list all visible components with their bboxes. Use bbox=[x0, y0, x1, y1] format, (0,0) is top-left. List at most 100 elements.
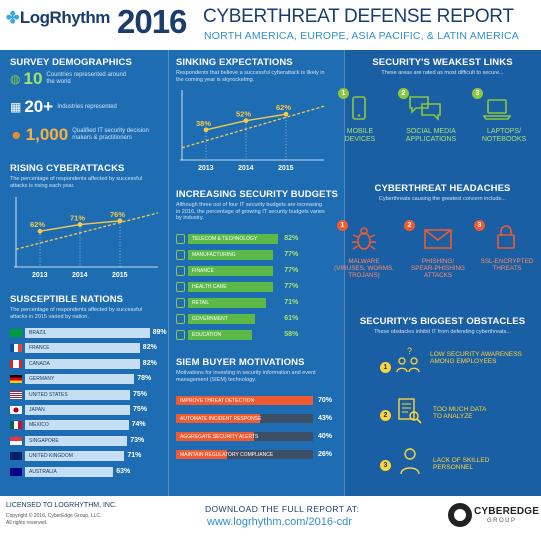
nation-value: 71% bbox=[127, 452, 142, 460]
nation-bar bbox=[25, 466, 114, 477]
data-label: 62% bbox=[276, 103, 291, 112]
siem-row: AUTOMATE INCIDENT RESPONSE 43% bbox=[176, 414, 336, 423]
nation-row: JAPAN 75% bbox=[10, 405, 160, 415]
license-text: LICENSED TO LOGRHYTHM, INC. bbox=[6, 502, 117, 509]
siem-row: IMPROVE THREAT DETECTION 70% bbox=[176, 396, 336, 405]
weakest-desc: These areas are rated as most difficult … bbox=[381, 70, 504, 76]
survey-item: ▦ 20+ Industries represented bbox=[10, 97, 147, 117]
budget-value: 71% bbox=[284, 299, 299, 306]
nation-value: 63% bbox=[116, 467, 131, 475]
nation-label: CANADA bbox=[29, 360, 50, 367]
report-url-link[interactable]: www.logrhythm.com/2016-cdr bbox=[207, 516, 352, 528]
budget-row: TELECOM & TECHNOLOGY 82% bbox=[176, 234, 316, 244]
flag-icon bbox=[10, 329, 22, 337]
budget-bar bbox=[188, 314, 256, 324]
budget-row: GOVERNMENT 61% bbox=[176, 314, 316, 324]
siem-bar bbox=[176, 396, 313, 405]
tick-label: 2015 bbox=[278, 165, 294, 172]
obstacle-badge-2: 2 bbox=[380, 410, 391, 421]
bug-icon bbox=[352, 227, 376, 250]
siem-bar bbox=[176, 450, 227, 459]
budget-label: FINANCE bbox=[192, 268, 214, 274]
weakest-badge-2: 2 bbox=[398, 88, 409, 99]
headache-badge-1: 1 bbox=[337, 220, 348, 231]
nation-bar bbox=[25, 451, 125, 462]
divider bbox=[344, 50, 345, 496]
obstacle-label-1: LOW SECURITY AWARENESS AMONG EMPLOYEES bbox=[430, 351, 522, 366]
data-label: 62% bbox=[30, 220, 45, 229]
survey-item: ◍ 10 Countries represented around the wo… bbox=[10, 69, 131, 89]
data-point bbox=[117, 218, 123, 224]
data-point bbox=[283, 111, 289, 117]
survey-text: Countries represented around the world bbox=[46, 72, 127, 85]
obstacle-badge-1: 1 bbox=[380, 362, 391, 373]
person-icon bbox=[400, 448, 420, 475]
budget-value: 61% bbox=[284, 315, 299, 322]
budget-bar bbox=[188, 266, 273, 276]
siem-value: 70% bbox=[318, 397, 333, 404]
headache-badge-3: 3 bbox=[474, 220, 485, 231]
logrhythm-mark-icon: ✤ bbox=[6, 10, 19, 27]
budget-label: EDUCATION bbox=[192, 332, 222, 338]
survey-title: SURVEY DEMOGRAPHICS bbox=[10, 57, 132, 68]
budgets-desc: Although three out of four IT security b… bbox=[176, 202, 325, 222]
data-point bbox=[243, 118, 249, 124]
weakest-title: SECURITY'S WEAKEST LINKS bbox=[372, 57, 513, 68]
industry-icon bbox=[176, 298, 185, 308]
nation-row: GERMANY 78% bbox=[10, 374, 160, 385]
nation-value: 82% bbox=[142, 359, 157, 367]
sinking-desc: Respondents that believe a successful cy… bbox=[176, 70, 325, 83]
data-point bbox=[37, 228, 43, 234]
budget-label: GOVERNMENT bbox=[192, 316, 228, 322]
budget-value: 77% bbox=[284, 251, 299, 258]
nations-title: SUSCEPTIBLE NATIONS bbox=[10, 294, 124, 305]
cyberedge-group: GROUP bbox=[487, 518, 517, 524]
tick-label: 2013 bbox=[198, 165, 214, 172]
nation-row: MEXICO 74% bbox=[10, 420, 160, 431]
nation-bar bbox=[25, 358, 140, 369]
cyberedge-logo-icon bbox=[448, 503, 472, 527]
nation-label: SINGAPORE bbox=[29, 437, 59, 444]
obstacles-desc: These obstacles inhibit IT from defendin… bbox=[374, 329, 511, 335]
budget-label: HEALTH CARE bbox=[192, 284, 227, 290]
nation-value: 78% bbox=[137, 375, 152, 383]
weakest-badge-1: 1 bbox=[338, 88, 349, 99]
copyright-text: Copyright © 2016, CyberEdge Group, LLC. bbox=[6, 513, 102, 519]
data-point bbox=[77, 222, 83, 227]
siem-label: AGGREGATE SECURITY ALERTS bbox=[180, 434, 259, 440]
rising-title: RISING CYBERATTACKS bbox=[10, 163, 125, 174]
nation-label: UNITED KINGDOM bbox=[29, 453, 73, 460]
nation-bar bbox=[25, 405, 130, 415]
tick-label: 2015 bbox=[112, 272, 128, 279]
tick-label: 2014 bbox=[238, 165, 254, 172]
survey-text: Industries represented bbox=[57, 103, 117, 110]
siem-label: IMPROVE THREAT DETECTION bbox=[180, 398, 255, 404]
siem-title: SIEM BUYER MOTIVATIONS bbox=[176, 357, 305, 368]
svg-text:?: ? bbox=[407, 346, 412, 356]
nation-value: 82% bbox=[142, 344, 157, 352]
headache-label-2: PHISHING/ SPEAR-PHISHING ATTACKS bbox=[411, 258, 465, 280]
mobile-icon bbox=[352, 96, 366, 120]
flag-icon bbox=[10, 467, 22, 476]
nation-bar bbox=[25, 435, 128, 446]
industry-icon bbox=[176, 314, 185, 324]
industry-icon bbox=[176, 250, 185, 260]
industry-icon bbox=[176, 234, 185, 244]
people-icon: ☻ bbox=[10, 128, 23, 142]
flag-icon bbox=[10, 452, 22, 461]
rights-text: All rights reserved. bbox=[6, 520, 48, 526]
budget-value: 82% bbox=[284, 235, 299, 242]
budget-label: RETAIL bbox=[192, 300, 210, 306]
nation-row: AUSTRALIA 63% bbox=[10, 466, 160, 477]
nation-value: 75% bbox=[133, 406, 148, 413]
flag-icon bbox=[10, 436, 22, 445]
nation-row: BRAZIL 89% bbox=[10, 328, 167, 338]
globe-icon: ◍ bbox=[10, 72, 21, 86]
budget-bar bbox=[188, 330, 252, 340]
nation-row: SINGAPORE 73% bbox=[10, 435, 160, 446]
flag-icon bbox=[10, 344, 22, 353]
report-footer: LICENSED TO LOGRHYTHM, INC. Copyright © … bbox=[0, 496, 541, 541]
nation-value: 75% bbox=[133, 390, 148, 398]
siem-value: 26% bbox=[318, 451, 333, 458]
nation-row: UNITED STATES 75% bbox=[10, 389, 160, 400]
